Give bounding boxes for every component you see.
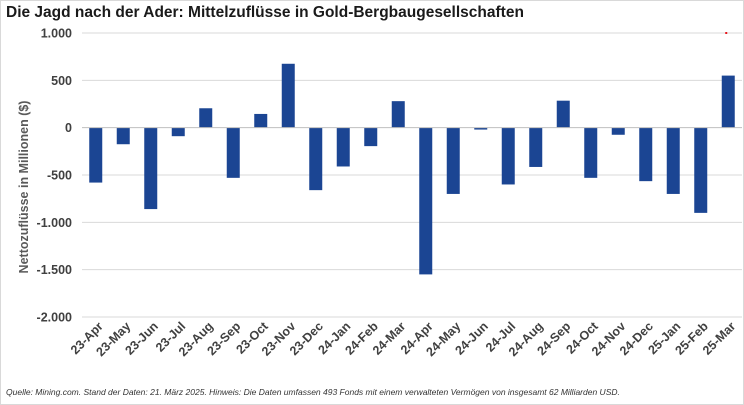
bar-24-Jul — [501, 127, 515, 185]
y-tick-label: 0 — [65, 121, 72, 135]
bar-24-Jun — [474, 127, 488, 130]
x-axis-ticks: 23-Apr23-May23-Jun23-Jul23-Aug23-Sep23-O… — [68, 319, 738, 359]
bar-25-Mar — [721, 75, 735, 128]
bar-23-Apr — [89, 127, 103, 183]
bar-23-Sep — [226, 127, 240, 178]
annotation-marker — [725, 32, 728, 34]
y-tick-label: 500 — [51, 74, 72, 88]
bar-25-Jan — [666, 127, 680, 194]
bar-24-Aug — [529, 127, 543, 167]
bar-23-Oct — [254, 113, 268, 128]
y-tick-label: 1.000 — [41, 27, 72, 41]
bar-23-Aug — [199, 108, 213, 128]
bar-chart: 1.000 500 0 -500 -1.000 -1.500 -2.000 23-Apr23… — [17, 27, 742, 359]
bar-24-Nov — [611, 127, 625, 135]
bar-25-Feb — [694, 127, 708, 213]
bar-24-May — [446, 127, 460, 194]
bar-23-Nov — [281, 63, 295, 128]
bar-23-Jun — [144, 127, 158, 210]
y-tick-label: -1.000 — [37, 216, 72, 230]
bar-24-Mar — [391, 101, 405, 128]
bar-23-May — [116, 127, 130, 145]
y-tick-label: -1.500 — [37, 263, 72, 277]
bar-24-Sep — [556, 100, 570, 128]
y-axis-ticks: 1.000 500 0 -500 -1.000 -1.500 -2.000 — [37, 27, 73, 325]
bar-24-Jan — [336, 127, 350, 167]
gridlines — [82, 32, 742, 318]
y-tick-label: -500 — [47, 169, 72, 183]
chart-title: Die Jagd nach der Ader: Mittelzuflüsse i… — [6, 4, 524, 21]
bar-24-Apr — [419, 127, 433, 275]
bar-23-Jul — [171, 127, 185, 137]
bar-24-Oct — [584, 127, 598, 178]
y-tick-label: -2.000 — [37, 311, 72, 325]
annotations — [725, 32, 728, 34]
bar-24-Dec — [639, 127, 653, 182]
bars — [89, 63, 735, 275]
y-axis-label: Nettozuflüsse in Millionen ($) — [17, 101, 31, 274]
bar-23-Dec — [309, 127, 323, 191]
source-note: Quelle: Mining.com. Stand der Daten: 21.… — [6, 387, 620, 397]
bar-24-Feb — [364, 127, 378, 147]
